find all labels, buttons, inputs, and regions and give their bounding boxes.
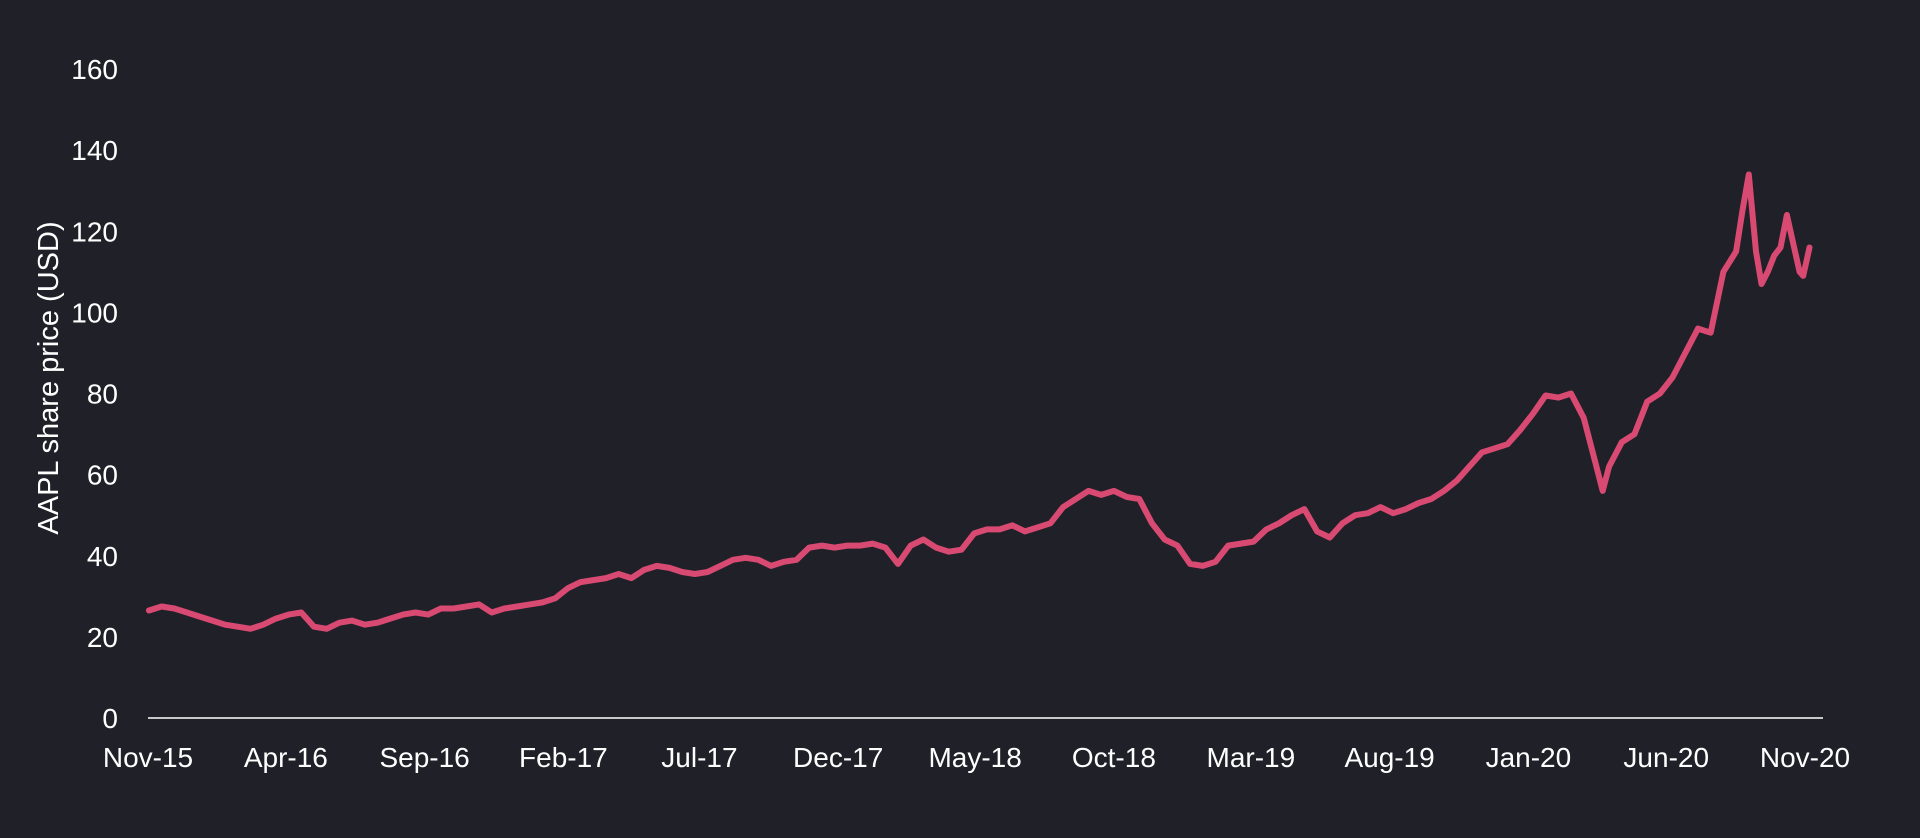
x-tick-label: Nov-20 — [1760, 742, 1850, 773]
x-tick-label: Nov-15 — [103, 742, 193, 773]
y-tick-label: 60 — [87, 460, 118, 491]
y-tick-label: 20 — [87, 622, 118, 653]
series-group — [145, 171, 1813, 632]
x-tick-label: Apr-16 — [244, 742, 328, 773]
x-tick-label: Oct-18 — [1072, 742, 1156, 773]
y-axis-ticks: 0 20 40 60 80 100 120 140 160 — [71, 54, 118, 734]
x-axis-ticks: Nov-15 Apr-16 Sep-16 Feb-17 Jul-17 Dec-17 May-… — [103, 742, 1850, 773]
y-tick-label: 80 — [87, 379, 118, 410]
x-tick-label: Feb-17 — [519, 742, 608, 773]
y-tick-label: 40 — [87, 541, 118, 572]
y-tick-label: 160 — [71, 54, 118, 85]
x-tick-label: Jun-20 — [1623, 742, 1709, 773]
x-tick-label: Dec-17 — [793, 742, 883, 773]
y-axis-label: AAPL share price (USD) — [33, 221, 65, 534]
y-tick-label: 100 — [71, 297, 118, 328]
x-tick-label: Jul-17 — [661, 742, 737, 773]
y-tick-label: 140 — [71, 135, 118, 166]
x-tick-label: Sep-16 — [379, 742, 469, 773]
x-tick-label: Aug-19 — [1344, 742, 1434, 773]
series-line-aapl — [145, 171, 1813, 632]
x-tick-label: May-18 — [928, 742, 1021, 773]
x-tick-label: Mar-19 — [1207, 742, 1296, 773]
y-tick-label: 0 — [102, 703, 118, 734]
x-tick-label: Jan-20 — [1486, 742, 1572, 773]
y-tick-label: 120 — [71, 216, 118, 247]
